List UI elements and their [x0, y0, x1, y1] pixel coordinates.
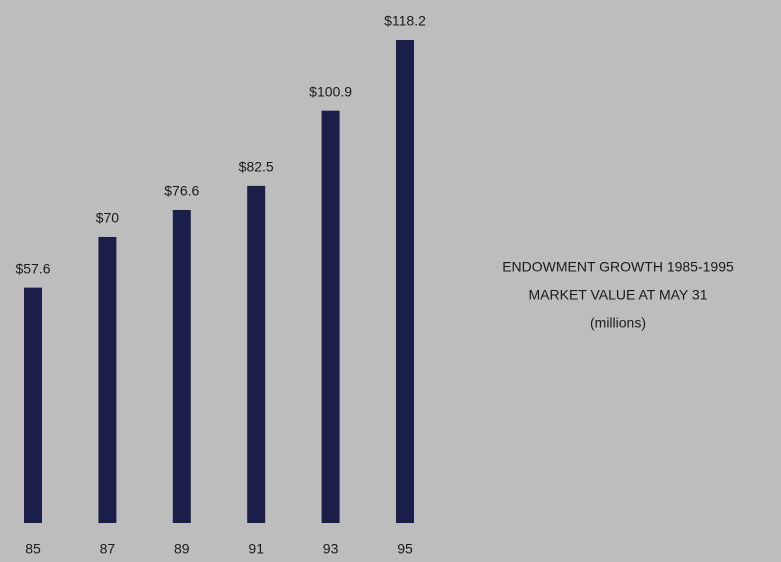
value-label: $57.6 [15, 260, 50, 276]
bar [24, 287, 42, 523]
x-tick-label: 85 [25, 541, 41, 557]
value-label: $76.6 [164, 183, 199, 199]
value-label: $70 [96, 210, 120, 226]
chart-title: ENDOWMENT GROWTH 1985-1995 [502, 259, 734, 275]
x-tick-label: 87 [100, 541, 116, 557]
bar [98, 236, 117, 523]
x-tick-label: 89 [174, 541, 190, 557]
x-tick-label: 95 [397, 541, 413, 557]
unit-label: (millions) [590, 315, 646, 331]
bar [396, 40, 414, 523]
bar [321, 110, 340, 523]
bar [247, 185, 266, 523]
value-label: $100.9 [309, 83, 352, 99]
chart-subtitle: MARKET VALUE AT MAY 31 [529, 287, 708, 303]
value-label: $82.5 [239, 159, 274, 175]
bar [172, 209, 191, 523]
x-tick-label: 93 [323, 541, 339, 557]
x-tick-label: 91 [248, 541, 264, 557]
value-label: $118.2 [384, 13, 426, 29]
